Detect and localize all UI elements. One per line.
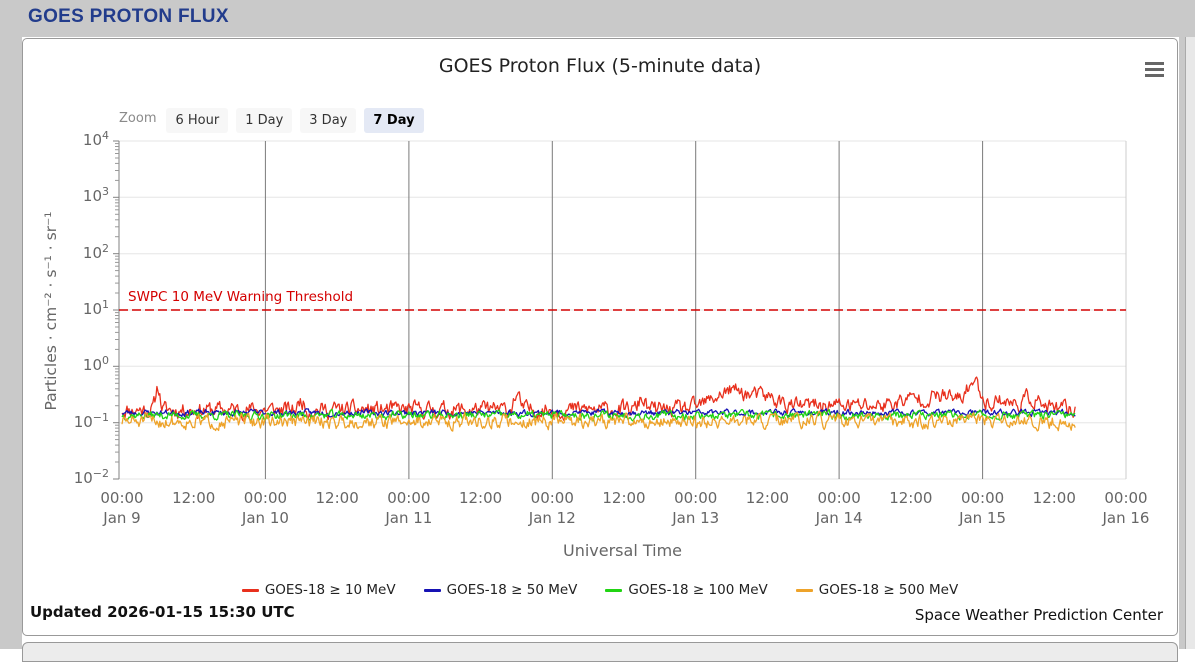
y-axis-label: 100 bbox=[82, 354, 109, 375]
chart-card: GOES Proton Flux (5-minute data) Zoom 6 … bbox=[22, 38, 1178, 636]
page-title: GOES PROTON FLUX bbox=[28, 6, 229, 27]
x-axis-label: 00:00 Jan 10 bbox=[241, 489, 289, 527]
legend-label: GOES-18 ≥ 500 MeV bbox=[818, 582, 959, 598]
zoom-controls: Zoom 6 Hour 1 Day 3 Day 7 Day bbox=[119, 105, 432, 133]
chart-title: GOES Proton Flux (5-minute data) bbox=[438, 55, 762, 77]
x-axis-label: 00:00 Jan 15 bbox=[959, 489, 1007, 527]
zoom-button-3-day[interactable]: 3 Day bbox=[300, 107, 357, 133]
x-axis-label: 00:00 Jan 13 bbox=[672, 489, 720, 527]
legend-label: GOES-18 ≥ 50 MeV bbox=[446, 582, 578, 598]
x-axis-label: 00:00 Jan 11 bbox=[385, 489, 433, 527]
legend-dash-icon bbox=[605, 588, 623, 592]
legend-item-goes-18-10-mev[interactable]: GOES-18 ≥ 10 MeV bbox=[241, 582, 396, 598]
chart-menu-button[interactable] bbox=[1143, 60, 1171, 84]
plot-area bbox=[113, 140, 1127, 480]
x-axis-label: 12:00 bbox=[172, 489, 216, 507]
x-axis-label: 00:00 Jan 9 bbox=[100, 489, 144, 527]
legend-dash-icon bbox=[795, 588, 813, 592]
hamburger-menu-icon bbox=[1145, 62, 1164, 65]
source-attribution: Space Weather Prediction Center bbox=[914, 606, 1163, 624]
next-section-sliver bbox=[22, 642, 1178, 662]
page-left-margin bbox=[0, 0, 22, 649]
legend-dash-icon bbox=[423, 588, 441, 592]
legend-label: GOES-18 ≥ 100 MeV bbox=[628, 582, 768, 598]
x-axis-label: 12:00 bbox=[315, 489, 359, 507]
legend-label: GOES-18 ≥ 10 MeV bbox=[264, 582, 396, 598]
zoom-button-6-hour[interactable]: 6 Hour bbox=[166, 107, 229, 133]
legend: GOES-18 ≥ 10 MeV GOES-18 ≥ 50 MeV GOES-18 … bbox=[23, 582, 1177, 598]
x-axis-title: Universal Time bbox=[562, 541, 682, 560]
series-goes-18-500-mev bbox=[121, 410, 1076, 432]
x-axis-label: 12:00 bbox=[889, 489, 933, 507]
hamburger-menu-icon bbox=[1145, 74, 1164, 77]
y-axis-label: 104 bbox=[82, 129, 109, 149]
updated-timestamp: Updated 2026-01-15 15:30 UTC bbox=[30, 603, 295, 621]
y-axis-label: 101 bbox=[82, 298, 109, 318]
series-goes-18-10-mev bbox=[121, 376, 1076, 422]
legend-dash-icon bbox=[241, 588, 259, 592]
y-axis-label: 103 bbox=[82, 185, 109, 206]
x-axis-label: 00:00 Jan 12 bbox=[528, 489, 576, 527]
series-goes-18-100-mev bbox=[121, 408, 1076, 422]
legend-item-goes-18-500-mev[interactable]: GOES-18 ≥ 500 MeV bbox=[795, 582, 959, 598]
legend-item-goes-18-50-mev[interactable]: GOES-18 ≥ 50 MeV bbox=[423, 582, 578, 598]
page-header: GOES PROTON FLUX bbox=[0, 0, 1195, 37]
y-axis-label: 10−1 bbox=[73, 410, 109, 431]
zoom-button-7-day[interactable]: 7 Day bbox=[364, 107, 424, 133]
x-axis-label: 12:00 bbox=[458, 489, 503, 507]
hamburger-menu-icon bbox=[1145, 68, 1164, 71]
y-axis-title: Particles · cm⁻² · s⁻¹ · sr⁻¹ bbox=[42, 211, 60, 411]
x-axis-label: 00:00 Jan 16 bbox=[1102, 489, 1150, 527]
zoom-button-1-day[interactable]: 1 Day bbox=[236, 107, 293, 133]
zoom-label: Zoom bbox=[119, 110, 157, 126]
x-axis-label: 12:00 bbox=[1032, 489, 1076, 507]
x-axis-label: 12:00 bbox=[745, 489, 790, 507]
legend-item-goes-18-100-mev[interactable]: GOES-18 ≥ 100 MeV bbox=[605, 582, 768, 598]
y-axis-label: 102 bbox=[82, 241, 109, 262]
y-axis-label: 10−2 bbox=[73, 467, 109, 487]
x-axis-label: 00:00 Jan 14 bbox=[815, 489, 863, 527]
threshold-label: SWPC 10 MeV Warning Threshold bbox=[128, 289, 354, 305]
x-axis-label: 12:00 bbox=[602, 489, 646, 507]
scrollbar[interactable] bbox=[1185, 37, 1195, 649]
